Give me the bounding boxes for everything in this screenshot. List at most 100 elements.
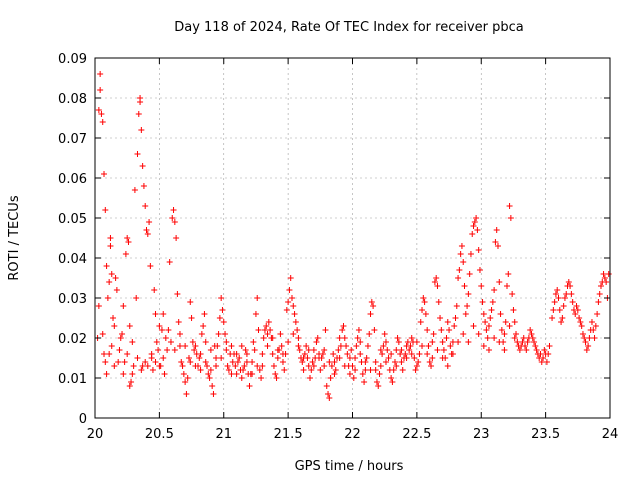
data-point bbox=[295, 335, 302, 341]
data-point bbox=[460, 259, 467, 265]
data-point bbox=[579, 331, 586, 337]
data-point bbox=[331, 371, 338, 377]
data-point bbox=[388, 375, 395, 381]
data-point bbox=[321, 363, 328, 369]
data-point bbox=[99, 331, 106, 337]
data-point bbox=[388, 351, 395, 357]
data-point bbox=[497, 311, 504, 317]
data-point bbox=[444, 319, 451, 325]
data-point bbox=[229, 359, 236, 365]
data-point bbox=[471, 219, 478, 225]
axes: 0 0.01 0.02 0.03 0.04 0.05 0.06 0.07 0.08 0.09 20 2… bbox=[58, 52, 618, 442]
data-point bbox=[326, 359, 333, 365]
data-point bbox=[134, 151, 141, 157]
data-point bbox=[124, 235, 131, 241]
data-point bbox=[449, 351, 456, 357]
data-point bbox=[576, 315, 583, 321]
data-point bbox=[538, 359, 545, 365]
data-point bbox=[371, 327, 378, 333]
data-point bbox=[480, 343, 487, 349]
data-point bbox=[273, 375, 280, 381]
data-point bbox=[381, 331, 388, 337]
data-point bbox=[158, 327, 165, 333]
data-point bbox=[549, 315, 556, 321]
data-point bbox=[331, 359, 338, 365]
data-point bbox=[582, 339, 589, 345]
data-point bbox=[243, 351, 250, 357]
data-point bbox=[166, 259, 173, 265]
data-point bbox=[285, 299, 292, 305]
data-point bbox=[465, 291, 472, 297]
data-point bbox=[344, 351, 351, 357]
data-point bbox=[475, 247, 482, 253]
data-point bbox=[376, 371, 383, 377]
data-point bbox=[384, 347, 391, 353]
data-point bbox=[419, 343, 426, 349]
data-point bbox=[113, 287, 120, 293]
data-point bbox=[269, 351, 276, 357]
data-point bbox=[286, 287, 293, 293]
data-point bbox=[382, 359, 389, 365]
data-point bbox=[433, 275, 440, 281]
data-point bbox=[377, 347, 384, 353]
data-point bbox=[299, 359, 306, 365]
data-point bbox=[171, 219, 178, 225]
data-point bbox=[540, 355, 547, 361]
y-tick-label: 0.03 bbox=[58, 292, 87, 307]
data-point bbox=[577, 319, 584, 325]
data-point bbox=[398, 347, 405, 353]
data-point bbox=[559, 315, 566, 321]
data-point bbox=[506, 203, 513, 209]
data-point bbox=[554, 287, 561, 293]
data-point bbox=[541, 347, 548, 353]
data-point bbox=[455, 275, 462, 281]
data-point bbox=[413, 363, 420, 369]
data-point bbox=[164, 347, 171, 353]
data-point bbox=[596, 291, 603, 297]
data-point bbox=[249, 371, 256, 377]
data-point bbox=[310, 347, 317, 353]
data-point bbox=[422, 311, 429, 317]
data-point bbox=[249, 359, 256, 365]
data-point bbox=[185, 355, 192, 361]
data-point bbox=[305, 363, 312, 369]
data-point bbox=[290, 331, 297, 337]
data-point bbox=[590, 327, 597, 333]
data-point bbox=[102, 207, 109, 213]
data-point bbox=[568, 291, 575, 297]
data-point bbox=[209, 383, 216, 389]
data-point bbox=[362, 359, 369, 365]
y-tick-label: 0.09 bbox=[58, 52, 87, 67]
data-point bbox=[389, 379, 396, 385]
data-point bbox=[524, 339, 531, 345]
data-point bbox=[357, 351, 364, 357]
data-point bbox=[160, 355, 167, 361]
data-point bbox=[167, 339, 174, 345]
data-point bbox=[290, 303, 297, 309]
data-point bbox=[153, 339, 160, 345]
data-point bbox=[364, 343, 371, 349]
data-point bbox=[291, 311, 298, 317]
data-point bbox=[144, 231, 151, 237]
data-point bbox=[187, 299, 194, 305]
data-point bbox=[592, 323, 599, 329]
data-point bbox=[375, 383, 382, 389]
data-point bbox=[489, 299, 496, 305]
data-point bbox=[429, 355, 436, 361]
data-point bbox=[183, 391, 190, 397]
data-point bbox=[182, 379, 189, 385]
data-point bbox=[359, 371, 366, 377]
data-point bbox=[424, 351, 431, 357]
data-point bbox=[176, 331, 183, 337]
data-point bbox=[428, 363, 435, 369]
data-point bbox=[317, 367, 324, 373]
x-tick-label: 21.5 bbox=[274, 427, 303, 442]
data-point bbox=[372, 359, 379, 365]
data-point bbox=[325, 391, 332, 397]
data-point bbox=[139, 363, 146, 369]
data-point bbox=[251, 347, 258, 353]
data-point bbox=[192, 343, 199, 349]
data-point bbox=[261, 327, 268, 333]
data-point bbox=[310, 363, 317, 369]
data-point bbox=[586, 335, 593, 341]
